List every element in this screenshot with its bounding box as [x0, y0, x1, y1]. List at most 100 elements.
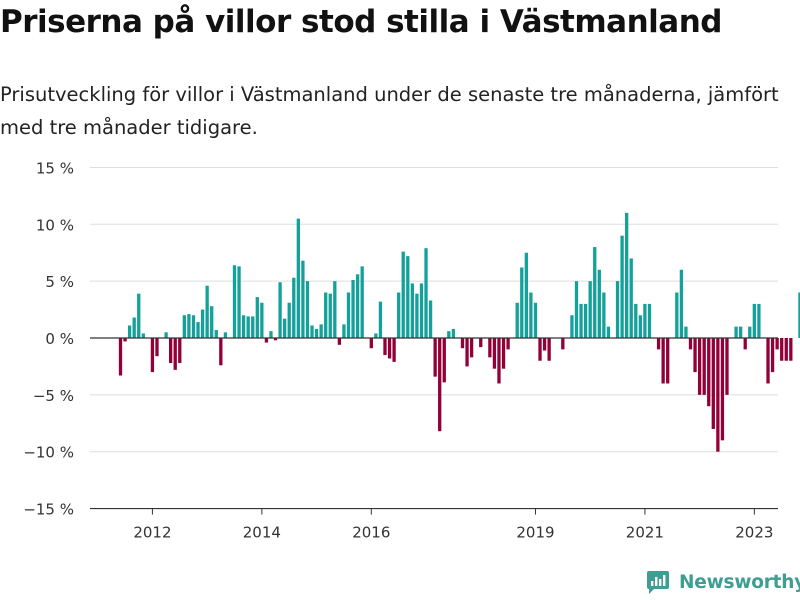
y-tick-label: 0 %	[45, 330, 74, 348]
y-tick-label: 15 %	[36, 159, 74, 177]
y-tick-label: 5 %	[45, 273, 74, 291]
bar	[697, 338, 702, 395]
bar	[743, 338, 747, 350]
bar	[155, 338, 159, 357]
bar	[241, 315, 246, 338]
bar	[360, 266, 364, 338]
bar	[602, 292, 606, 338]
bar	[191, 315, 196, 338]
bar	[333, 281, 337, 338]
bar	[661, 338, 665, 384]
bar	[264, 338, 269, 343]
bar	[433, 338, 437, 377]
bar	[588, 281, 592, 338]
bar	[460, 338, 465, 349]
axes: 15 % 10 % 5 % 0 % −5 % −10 % −15 % 2012 2014 2016…	[23, 159, 778, 542]
bar	[337, 338, 342, 345]
bar	[346, 292, 351, 338]
bar	[679, 269, 684, 338]
bar	[260, 302, 264, 338]
bar	[615, 281, 620, 338]
bar	[666, 338, 670, 384]
bar	[410, 283, 414, 338]
bar	[716, 338, 720, 452]
bar	[141, 333, 145, 338]
bar	[789, 338, 793, 361]
bar	[538, 338, 542, 361]
bar	[123, 338, 127, 342]
bar	[182, 315, 186, 338]
bar	[374, 333, 378, 338]
bar	[383, 338, 387, 356]
bar	[355, 274, 360, 338]
bar	[492, 338, 497, 369]
bar	[529, 292, 533, 338]
bar	[205, 285, 209, 338]
bar	[387, 338, 392, 359]
bar	[720, 338, 725, 441]
bar	[711, 338, 715, 429]
bar	[497, 338, 501, 384]
bar	[169, 338, 173, 364]
bar	[451, 328, 456, 338]
x-tick-label: 2019	[516, 524, 554, 542]
bar	[574, 281, 579, 338]
x-tick-label: 2014	[243, 524, 281, 542]
bar	[547, 338, 551, 361]
bar	[442, 338, 446, 383]
bar	[178, 338, 182, 364]
y-tick-label: −10 %	[23, 444, 74, 462]
bar	[269, 331, 273, 338]
bar	[118, 338, 123, 376]
bar	[798, 292, 800, 338]
bar	[770, 338, 775, 373]
bar	[675, 292, 679, 338]
bar	[524, 252, 528, 338]
bar	[214, 330, 218, 338]
bar	[488, 338, 492, 358]
bar	[273, 338, 278, 341]
bar	[520, 267, 524, 338]
bar	[629, 258, 633, 338]
grid-lines	[90, 166, 778, 453]
bar	[625, 212, 629, 338]
bar	[784, 338, 788, 361]
bar	[428, 300, 433, 338]
bar	[561, 338, 565, 350]
bar	[292, 277, 296, 338]
bars	[118, 212, 800, 452]
bar	[301, 260, 305, 338]
bar	[693, 338, 697, 373]
newsworthy-logo-text: Newsworthy	[679, 571, 800, 593]
bar	[542, 338, 547, 351]
bar	[647, 303, 652, 338]
x-tick-label: 2016	[352, 524, 390, 542]
bar	[324, 292, 328, 338]
bar	[310, 325, 314, 338]
bar	[583, 303, 588, 338]
bar	[132, 317, 136, 338]
bar	[210, 306, 214, 338]
bar	[748, 326, 752, 338]
bar	[137, 293, 141, 338]
bar	[187, 314, 191, 338]
bar	[164, 332, 168, 338]
bar	[342, 324, 346, 338]
bar	[684, 326, 688, 338]
bar	[305, 281, 310, 338]
bar	[579, 303, 583, 338]
bar	[296, 218, 300, 338]
newsworthy-logo: Newsworthy	[645, 569, 800, 595]
bar	[415, 293, 419, 338]
bar	[570, 315, 574, 338]
bar	[707, 338, 711, 407]
chart-title: Priserna på villor stod stilla i Västman…	[0, 4, 722, 40]
bar	[752, 303, 756, 338]
bar	[287, 302, 291, 338]
bar	[757, 303, 761, 338]
bar	[734, 326, 738, 338]
bar	[223, 332, 228, 338]
bar	[725, 338, 729, 395]
x-tick-label: 2023	[735, 524, 773, 542]
